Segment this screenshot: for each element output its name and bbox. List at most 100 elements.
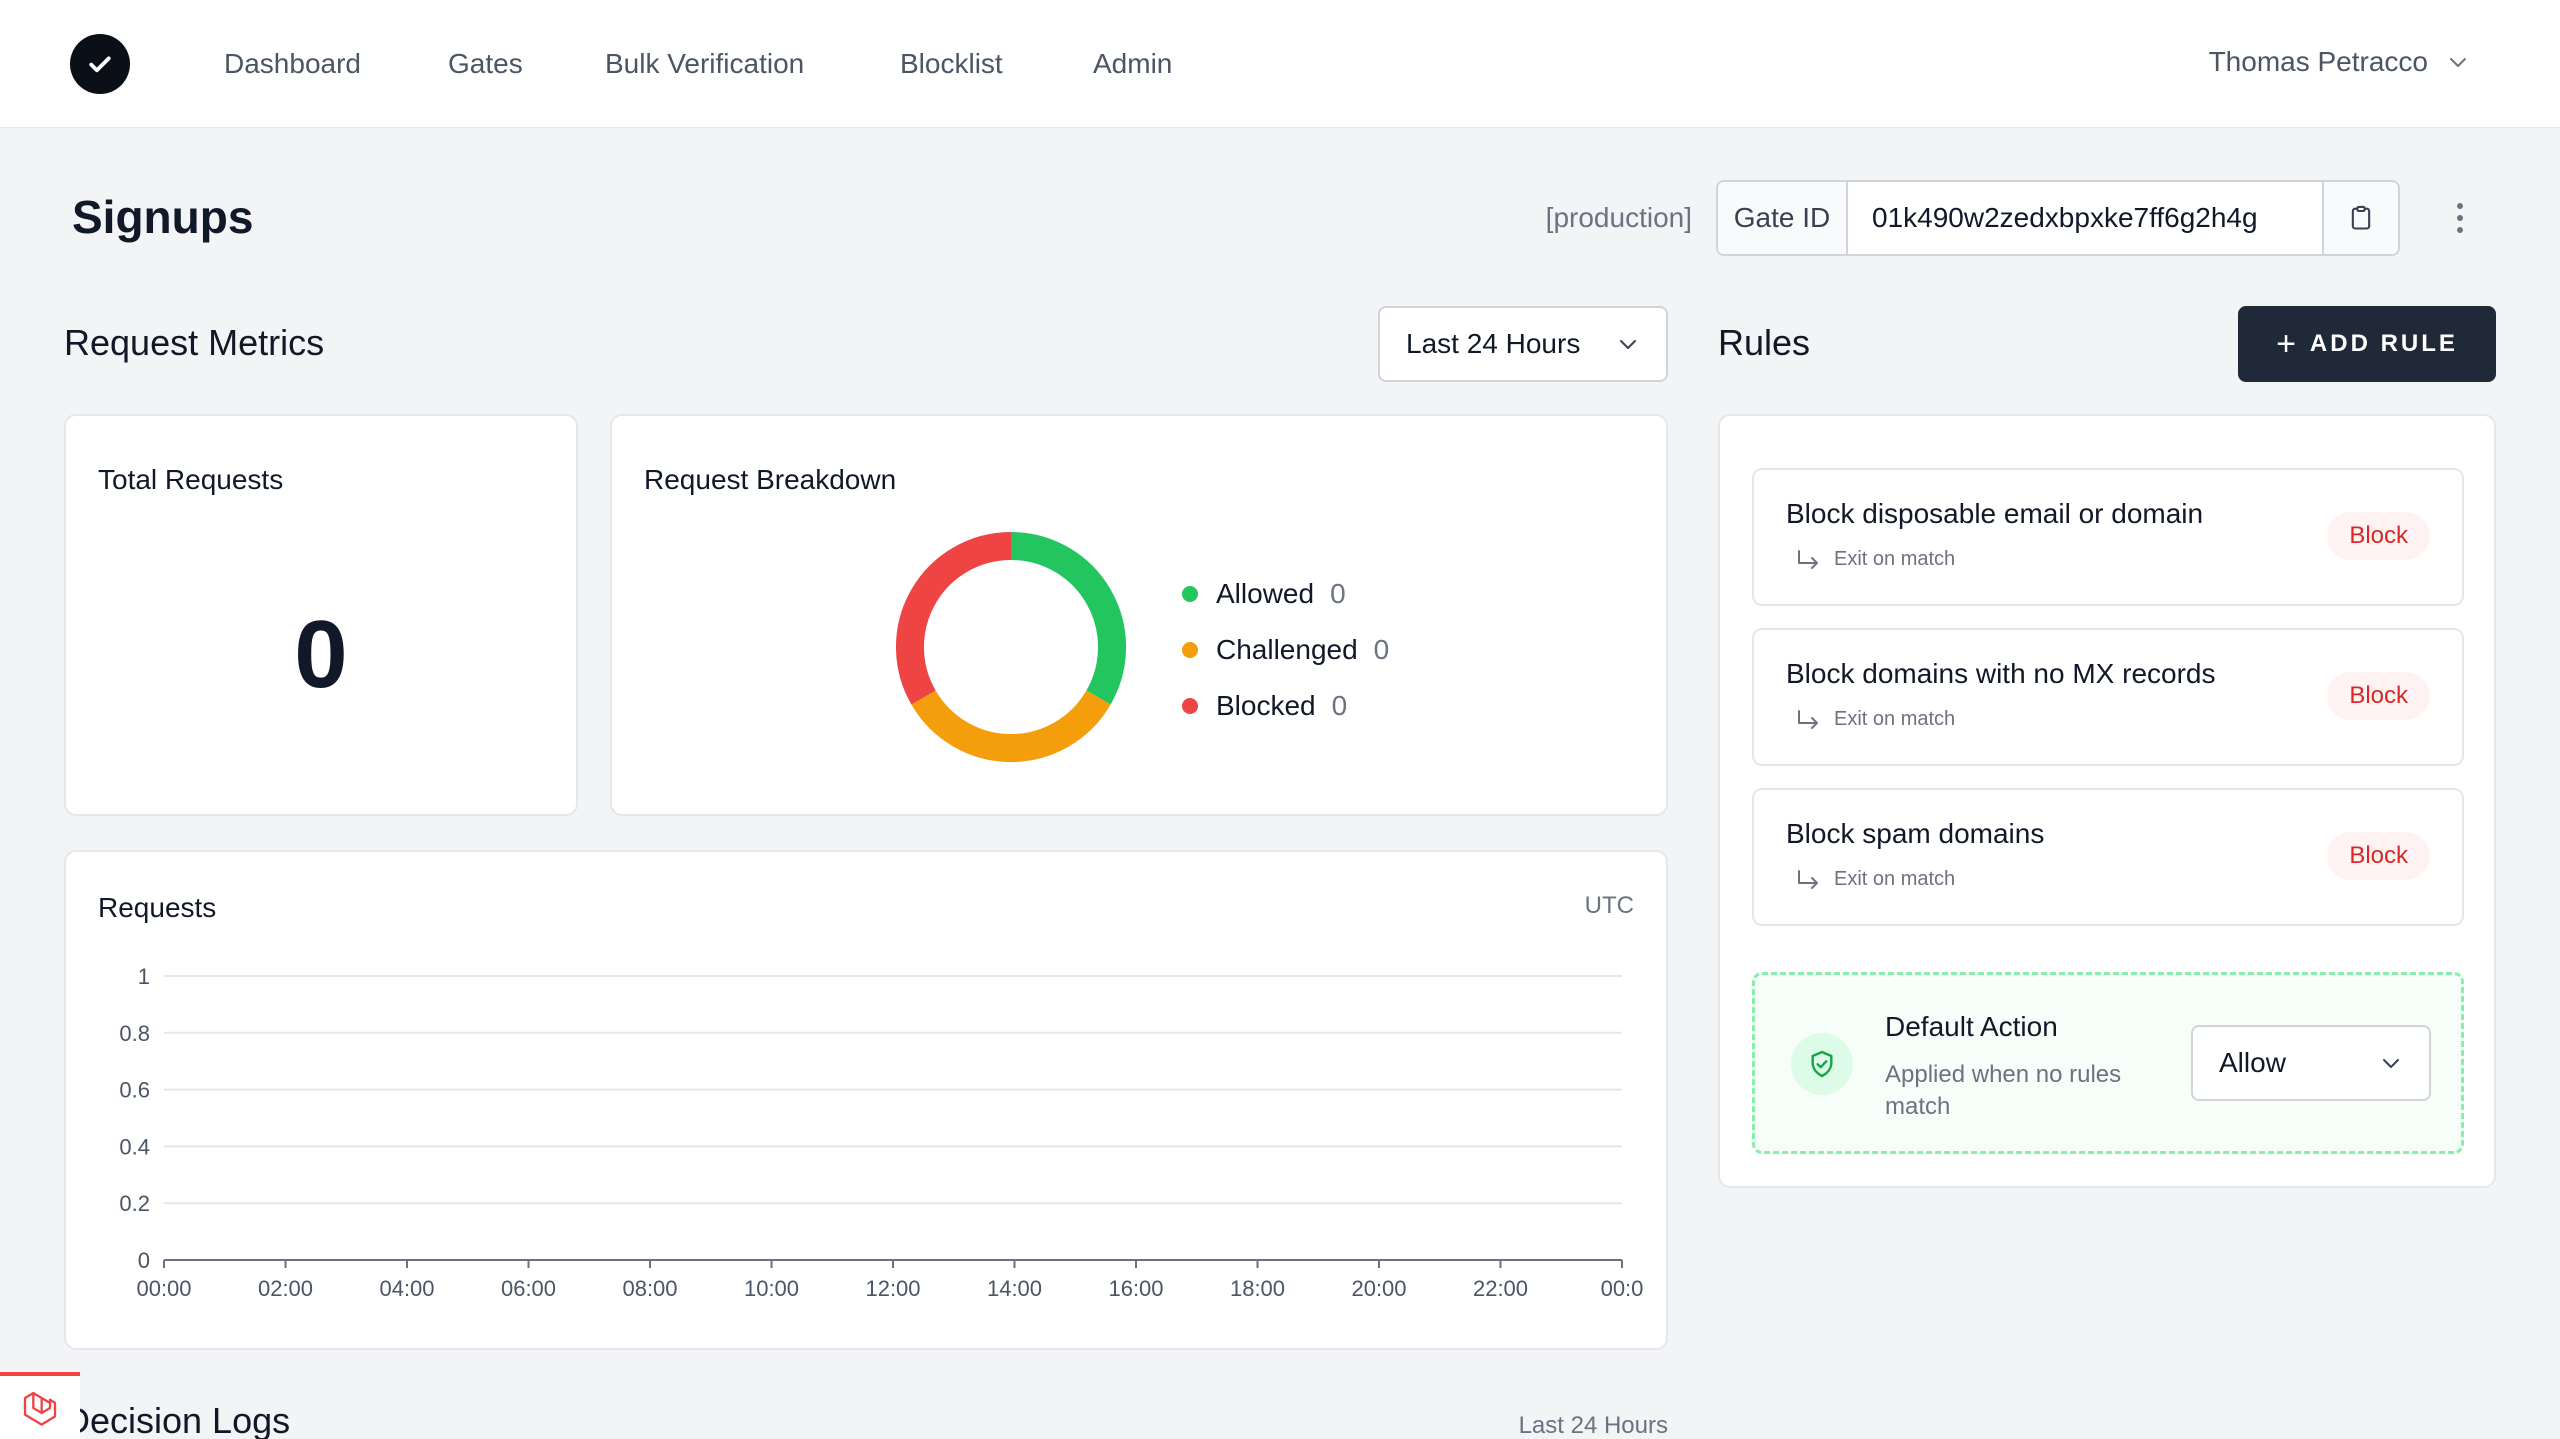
time-range-select[interactable]: Last 24 Hours [1378,306,1668,382]
decision-logs-title: Decision Logs [64,1400,291,1439]
rule-sub-label: Exit on match [1834,548,1956,570]
total-requests-title: Total Requests [98,464,284,495]
x-tick-label: 08:00 [622,1276,677,1301]
gate-id-field: Gate ID 01k490w2zedxbpxke7ff6g2h4g [1716,180,2400,256]
legend-dot-blocked [1182,698,1198,714]
x-tick-label: 02:00 [258,1276,313,1301]
x-tick-label: 00:00 [136,1276,191,1301]
default-action-title: Default Action [1885,1011,2058,1042]
chevron-down-icon [2450,58,2466,67]
user-name: Thomas Petracco [2208,46,2428,77]
y-tick-label: 0 [138,1248,150,1273]
copy-gate-id-button[interactable] [2324,182,2398,254]
breakdown-donut [896,532,1126,762]
legend-item-allowed: Allowed 0 [1182,566,1389,622]
gate-id-value[interactable]: 01k490w2zedxbpxke7ff6g2h4g [1848,182,2324,254]
legend-dot-challenged [1182,642,1198,658]
x-tick-label: 06:00 [501,1276,556,1301]
chevron-down-icon [1620,340,1636,349]
add-rule-button[interactable]: + ADD RULE [2238,306,2496,382]
x-tick-label: 22:00 [1473,1276,1528,1301]
request-metrics-title: Request Metrics [64,322,325,363]
laravel-icon[interactable] [0,1372,80,1439]
default-action-value: Allow [2219,1047,2286,1078]
nav-admin[interactable]: Admin [1093,48,1173,79]
rule-name: Block spam domains [1786,818,2045,849]
y-tick-label: 1 [138,964,150,989]
request-breakdown-title: Request Breakdown [644,464,897,495]
rule-item[interactable]: Block domains with no MX records Exit on… [1752,628,2464,766]
donut-segment-allowed [1010,532,1126,705]
rule-exit-note: Exit on match [1796,708,1955,731]
legend-value: 0 [1373,634,1390,665]
x-tick-label: 10:00 [744,1276,799,1301]
decision-logs-range: Last 24 Hours [1518,1412,1668,1439]
y-tick-label: 0.6 [119,1078,150,1103]
y-tick-label: 0.8 [119,1021,150,1046]
kebab-dot [2457,227,2463,233]
time-range-value: Last 24 Hours [1406,328,1581,359]
y-tick-label: 0.4 [119,1134,150,1159]
rule-item[interactable]: Block disposable email or domain Exit on… [1752,468,2464,606]
donut-segment-challenged [911,690,1111,762]
x-tick-label: 12:00 [865,1276,920,1301]
nav-bulk-verification[interactable]: Bulk Verification [605,48,805,79]
legend-item-blocked: Blocked 0 [1182,678,1389,734]
environment-label: [production] [1545,202,1692,233]
timezone-label: UTC [1584,892,1634,919]
rule-sub-label: Exit on match [1834,708,1956,730]
rule-item[interactable]: Block spam domains Exit on match Block [1752,788,2464,926]
gate-id-label: Gate ID [1718,182,1848,254]
rules-card: Block disposable email or domain Exit on… [1718,414,2496,1188]
top-nav: Dashboard Gates Bulk Verification Blockl… [0,0,2560,128]
page-title: Signups [72,191,254,243]
total-requests-value: 0 [294,601,348,708]
rules-title: Rules [1718,322,1811,363]
breakdown-legend: Allowed 0 Challenged 0 Blocked 0 [1182,566,1389,734]
legend-item-challenged: Challenged 0 [1182,622,1389,678]
rule-action-badge: Block [2327,672,2430,720]
add-rule-label: ADD RULE [2309,330,2458,357]
legend-value: 0 [1330,578,1346,609]
rule-action-badge: Block [2327,832,2430,880]
rule-name: Block disposable email or domain [1786,498,2204,529]
x-tick-label: 04:00 [379,1276,434,1301]
nav-blocklist[interactable]: Blocklist [900,48,1003,79]
corner-down-right-icon [1798,869,1818,889]
shield-check-icon [1791,1033,1853,1095]
corner-down-right-icon [1798,709,1818,729]
plus-icon: + [2276,325,2296,363]
kebab-dot [2457,203,2463,209]
chevron-down-icon [2383,1059,2399,1068]
default-action-select[interactable]: Allow [2191,1025,2431,1101]
rule-name: Block domains with no MX records [1786,658,2216,689]
legend-name: Challenged [1216,634,1358,665]
donut-segment-blocked [896,532,1012,705]
rule-sub-label: Exit on match [1834,868,1956,890]
x-tick-label: 00:0 [1601,1276,1644,1301]
legend-dot-allowed [1182,586,1198,602]
requests-chart-title: Requests [98,892,217,923]
requests-line-chart: 1 0.8 0.6 0.4 0.2 0 00:00 02:00 04:00 06:00 08:00 1… [119,964,1644,1301]
rule-exit-note: Exit on match [1796,868,1955,891]
corner-down-right-icon [1798,549,1818,569]
legend-name: Allowed [1216,578,1315,609]
rule-exit-note: Exit on match [1796,548,1955,571]
requests-chart-card: Requests UTC 1 0.8 0.6 0.4 0.2 0 00:00 02:00 04:… [64,850,1668,1350]
y-tick-label: 0.2 [119,1191,150,1216]
nav-dashboard[interactable]: Dashboard [224,48,361,79]
rule-action-badge: Block [2327,512,2430,560]
nav-gates[interactable]: Gates [448,48,523,79]
legend-name: Blocked [1216,690,1316,721]
user-menu[interactable]: Thomas Petracco [2209,46,2470,78]
total-requests-card: Total Requests 0 [64,414,578,816]
more-options-button[interactable] [2440,196,2480,240]
default-action-description: Applied when no rules match [1885,1061,2122,1120]
default-action-panel: Default Action Applied when no rules mat… [1752,972,2464,1154]
kebab-dot [2457,215,2463,221]
x-tick-label: 14:00 [987,1276,1042,1301]
x-tick-label: 18:00 [1230,1276,1285,1301]
clipboard-icon [2351,205,2371,230]
request-breakdown-card: Request Breakdown Allowed 0 Challenged 0… [610,414,1668,816]
logo-check-icon[interactable] [70,34,130,94]
